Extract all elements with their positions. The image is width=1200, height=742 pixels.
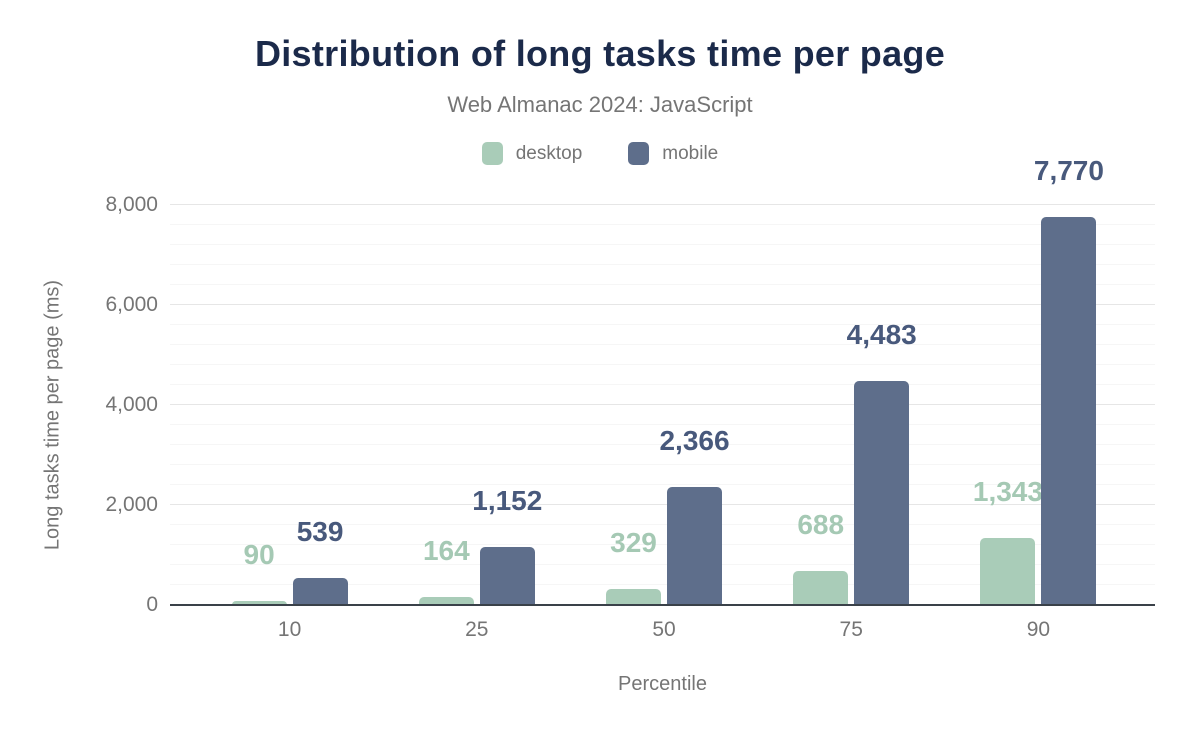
legend-label-mobile: mobile [662, 142, 719, 164]
minor-gridline [170, 444, 1155, 445]
x-axis-title: Percentile [618, 673, 707, 695]
major-gridline [170, 204, 1155, 205]
legend-label-desktop: desktop [515, 142, 583, 164]
value-label-desktop: 1,343 [972, 475, 1043, 507]
bands-region: 90 539 10 164 1,152 25 329 2,366 50 688 4,483 75 1,3… [196, 155, 1132, 642]
minor-gridline [170, 324, 1155, 325]
major-gridline [170, 504, 1155, 505]
x-tick-label: 50 [652, 618, 676, 641]
bar-mobile[interactable] [292, 578, 348, 605]
major-gridline [170, 304, 1155, 305]
minor-gridline [170, 224, 1155, 225]
bar-desktop[interactable] [231, 600, 287, 605]
value-label-mobile: 2,366 [659, 424, 730, 456]
bar-desktop[interactable] [606, 588, 661, 605]
minor-gridline [170, 384, 1155, 385]
x-tick-label: 10 [277, 618, 302, 641]
chart-title: Distribution of long tasks time per page [254, 33, 946, 74]
minor-gridline [170, 364, 1155, 365]
bar-mobile[interactable] [1041, 216, 1097, 605]
category-group-10: 90 539 10 [196, 205, 383, 641]
minor-gridline [170, 584, 1155, 585]
minor-gridline [170, 284, 1155, 285]
x-tick-label: 90 [1026, 618, 1051, 641]
minor-gridline [170, 484, 1155, 485]
y-tick-label: 8,000 [105, 193, 158, 216]
legend-item-desktop[interactable]: desktop [481, 142, 583, 165]
legend: desktop mobile [0, 142, 1200, 165]
y-tick-label: 2,000 [105, 493, 158, 516]
category-group-90: 1,343 7,770 90 [945, 155, 1132, 642]
value-label-mobile: 539 [296, 516, 344, 548]
value-label-desktop: 90 [243, 538, 275, 570]
minor-gridline [170, 544, 1155, 545]
x-tick-label: 75 [839, 618, 863, 641]
value-label-desktop: 164 [422, 534, 470, 566]
bar-mobile[interactable] [854, 380, 910, 605]
value-label-mobile: 1,152 [472, 485, 543, 517]
legend-swatch-mobile [628, 142, 650, 165]
value-label-desktop: 329 [610, 526, 657, 558]
major-gridline [170, 404, 1155, 405]
minor-gridline [170, 264, 1155, 265]
bar-mobile[interactable] [479, 547, 535, 605]
bar-desktop[interactable] [980, 537, 1036, 605]
x-axis-baseline [170, 604, 1155, 606]
value-label-mobile: 4,483 [846, 318, 917, 350]
x-tick-label: 25 [465, 618, 489, 641]
legend-item-mobile[interactable]: mobile [628, 142, 718, 165]
minor-gridline [170, 524, 1155, 525]
bar-desktop[interactable] [418, 596, 474, 605]
value-label-desktop: 688 [797, 508, 845, 540]
category-group-25: 164 1,152 25 [383, 205, 570, 641]
bar-mobile[interactable] [667, 486, 722, 605]
category-group-75: 688 4,483 75 [758, 205, 945, 641]
minor-gridline [170, 344, 1155, 345]
category-group-50: 329 2,366 50 [570, 205, 757, 641]
minor-gridline [170, 244, 1155, 245]
y-tick-label: 4,000 [105, 393, 158, 416]
y-tick-label: 0 [146, 593, 158, 616]
y-tick-label: 6,000 [105, 293, 158, 316]
minor-gridline [170, 464, 1155, 465]
plot-area: 90 539 10 164 1,152 25 329 2,366 50 688 4,483 75 1,3… [170, 155, 1155, 642]
minor-gridline [170, 564, 1155, 565]
chart-subtitle: Web Almanac 2024: JavaScript [447, 92, 753, 117]
legend-swatch-desktop [481, 142, 503, 165]
minor-gridline [170, 424, 1155, 425]
bar-desktop[interactable] [793, 570, 849, 605]
value-label-mobile: 7,770 [1033, 154, 1104, 186]
